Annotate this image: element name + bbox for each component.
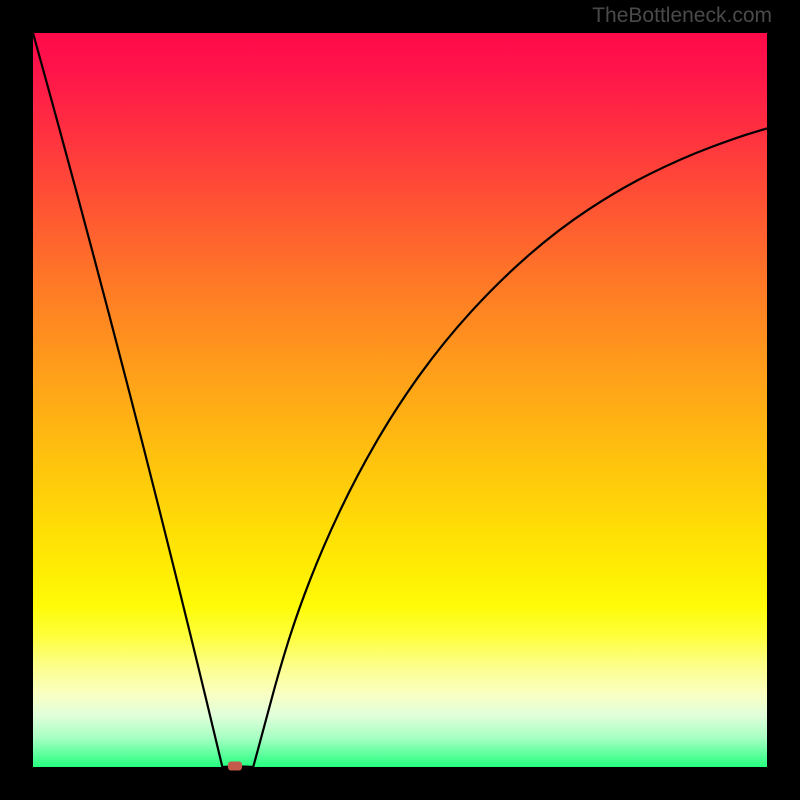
optimal-point-marker — [228, 761, 242, 770]
watermark-text: TheBottleneck.com — [592, 4, 772, 28]
bottleneck-curve — [33, 33, 767, 767]
plot-area — [33, 33, 767, 767]
